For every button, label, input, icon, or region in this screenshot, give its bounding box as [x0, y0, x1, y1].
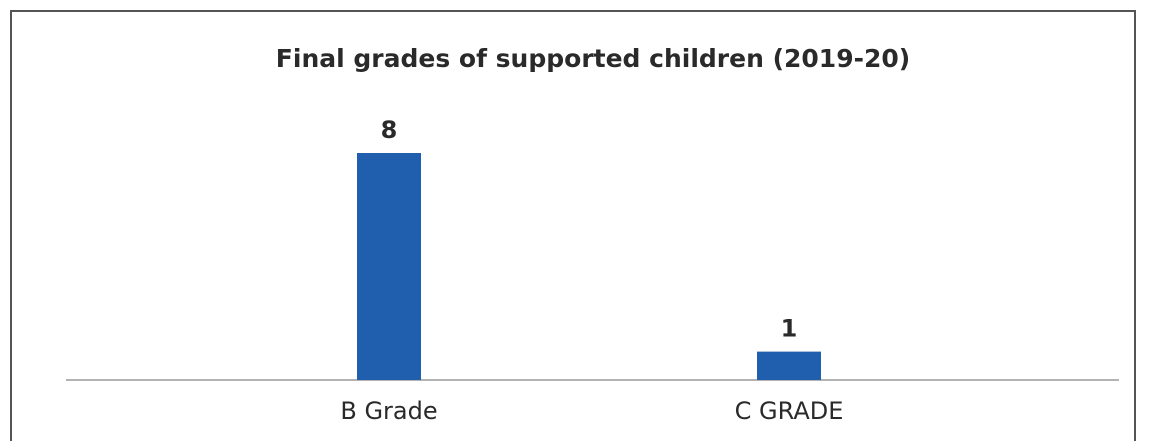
data-label: 8 — [381, 116, 398, 144]
chart-title: Final grades of supported children (2019… — [276, 44, 910, 73]
bar-b-grade — [357, 153, 421, 380]
x-tick-label: C GRADE — [735, 397, 844, 425]
bars-group: 8 B Grade 1 C GRADE — [340, 116, 843, 425]
x-tick-label: B Grade — [340, 397, 437, 425]
chart-frame-border — [10, 10, 1136, 441]
bar-c-grade — [757, 351, 821, 380]
data-label: 1 — [781, 315, 798, 343]
